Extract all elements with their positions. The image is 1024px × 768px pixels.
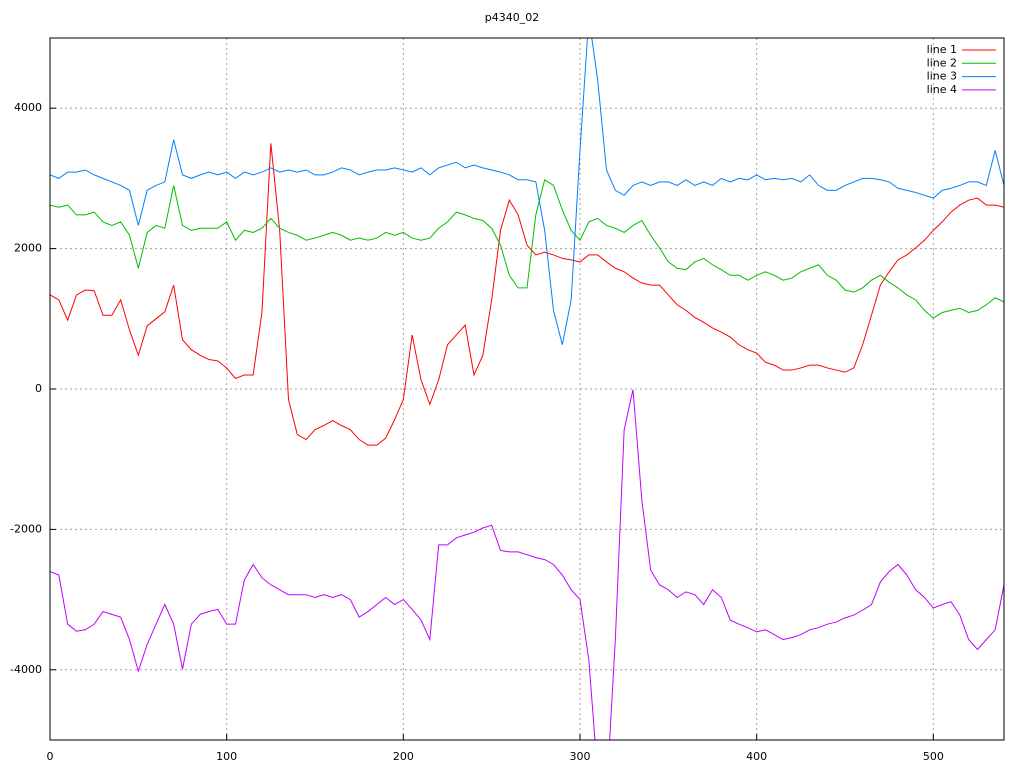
series-line xyxy=(50,38,1004,345)
x-tick-label: 400 xyxy=(746,750,767,763)
legend-label: line 1 xyxy=(927,43,957,56)
legend-label: line 3 xyxy=(927,70,957,83)
legend-label: line 4 xyxy=(927,83,957,96)
x-tick-label: 200 xyxy=(393,750,414,763)
x-tick-label: 500 xyxy=(923,750,944,763)
y-tick-label: 4000 xyxy=(14,101,42,114)
plot-border xyxy=(49,37,1005,741)
chart-title: p4340_02 xyxy=(485,11,539,24)
legend-label: line 2 xyxy=(927,56,957,69)
plot-area xyxy=(50,38,1004,740)
series-line xyxy=(50,143,1004,446)
x-tick-label: 300 xyxy=(570,750,591,763)
series-line xyxy=(50,389,1004,740)
y-tick-label: 2000 xyxy=(14,242,42,255)
grid-layer xyxy=(49,38,1004,740)
y-tick-label: -2000 xyxy=(10,522,42,535)
x-tick-label: 0 xyxy=(47,750,54,763)
y-tick-label: -4000 xyxy=(10,663,42,676)
y-tick-label: 0 xyxy=(35,382,42,395)
x-tick-label: 100 xyxy=(216,750,237,763)
series-line xyxy=(50,179,1004,319)
